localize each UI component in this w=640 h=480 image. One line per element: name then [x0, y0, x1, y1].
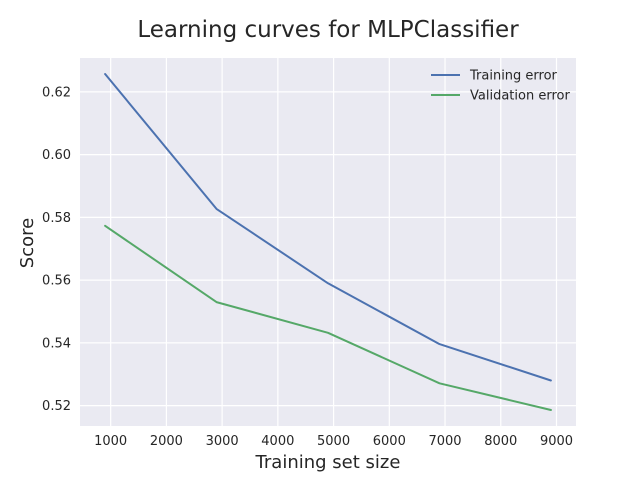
y-tick-label: 0.58 — [42, 211, 71, 226]
y-tick-label: 0.62 — [42, 85, 71, 100]
x-tick-label: 5000 — [317, 434, 350, 449]
x-tick-label: 8000 — [484, 434, 517, 449]
x-tick-label: 6000 — [373, 434, 406, 449]
series-line-training-error — [104, 73, 552, 382]
x-axis-label: Training set size — [255, 452, 401, 473]
x-tick-label: 7000 — [428, 434, 461, 449]
y-tick-label: 0.52 — [42, 399, 71, 414]
legend-label-training-error: Training error — [469, 69, 558, 84]
grid — [80, 58, 576, 426]
legend: Training error Validation error — [431, 69, 570, 104]
y-tick-label: 0.60 — [42, 148, 71, 163]
legend-label-validation-error: Validation error — [470, 89, 570, 104]
y-tick-label: 0.54 — [42, 336, 71, 351]
x-tick-labels: 1000 2000 3000 4000 5000 6000 7000 8000 9000 — [94, 434, 573, 449]
series-line-validation-error — [104, 224, 552, 411]
plot-background — [80, 58, 576, 426]
series-lines — [104, 73, 552, 411]
x-tick-label: 1000 — [94, 434, 127, 449]
y-axis-label: Score — [17, 218, 38, 268]
x-tick-label: 2000 — [150, 434, 183, 449]
chart-title: Learning curves for MLPClassifier — [137, 17, 519, 43]
x-tick-label: 3000 — [206, 434, 239, 449]
x-tick-label: 4000 — [261, 434, 294, 449]
y-tick-label: 0.56 — [42, 274, 71, 289]
x-tick-label: 9000 — [540, 434, 573, 449]
y-tick-labels: 0.52 0.54 0.56 0.58 0.60 0.62 — [42, 85, 71, 414]
